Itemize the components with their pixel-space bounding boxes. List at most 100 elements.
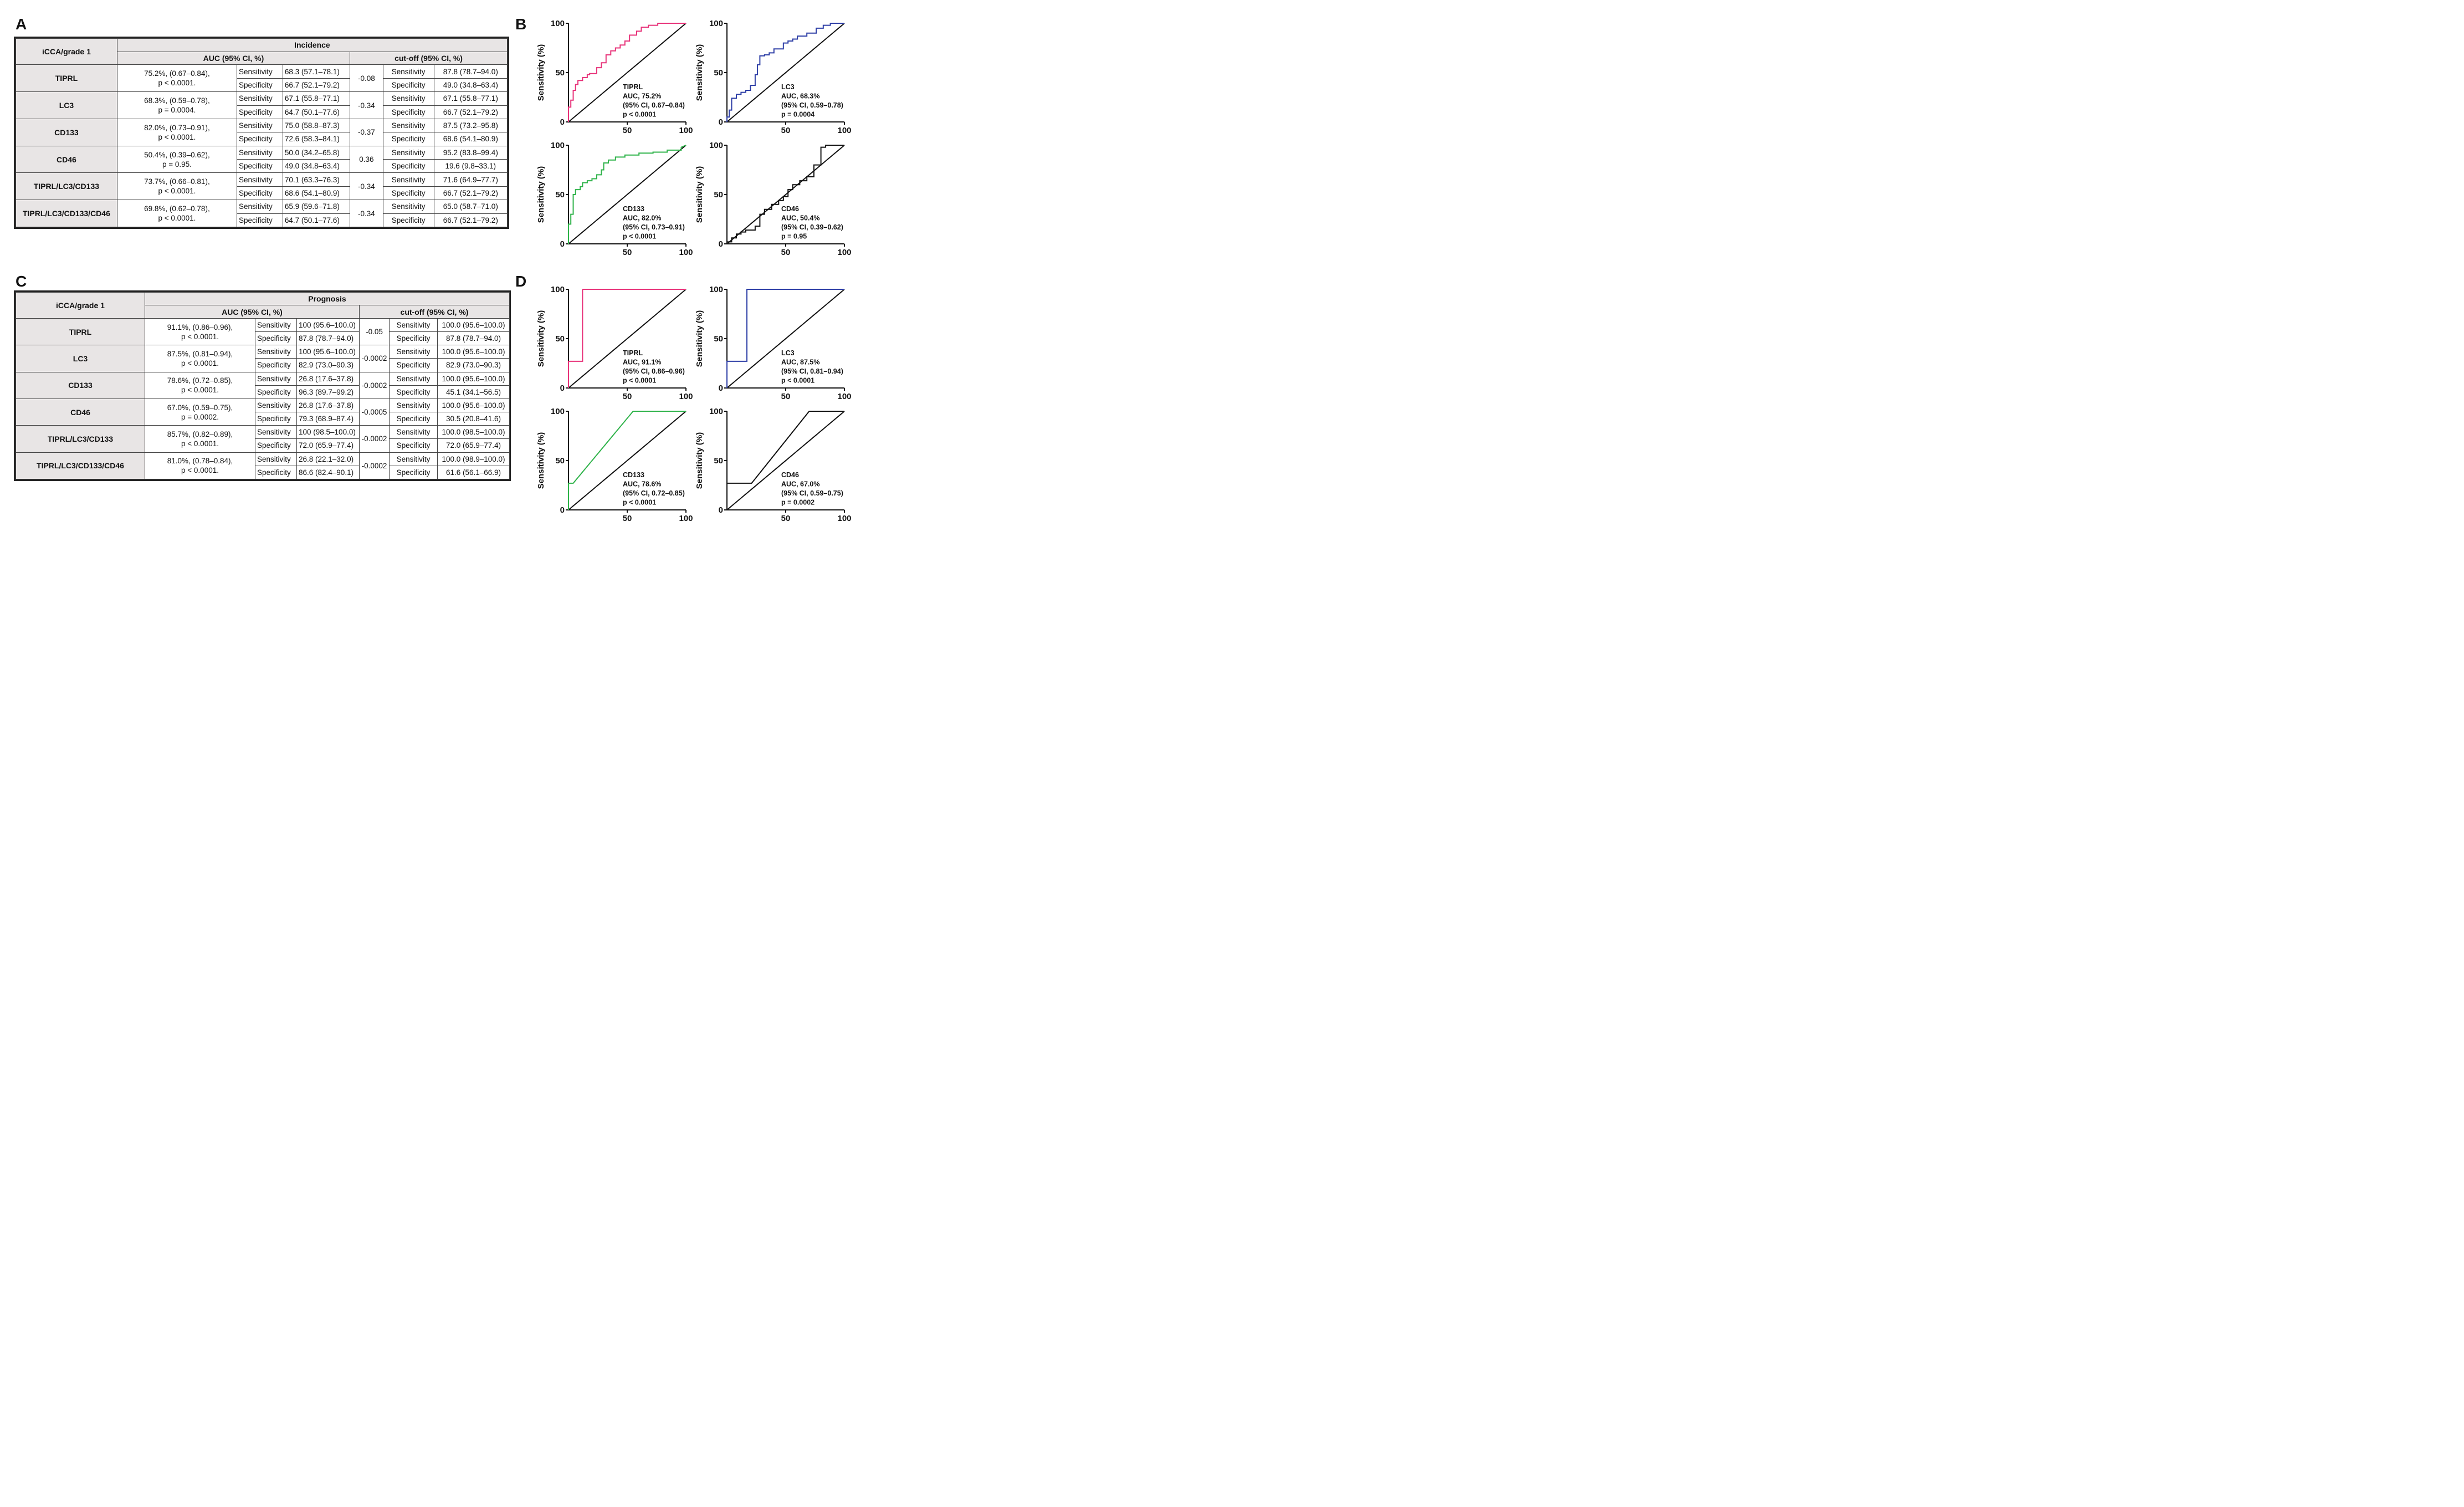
reference-diagonal	[568, 289, 687, 389]
p-value: p < 0.0001.	[181, 386, 219, 395]
cutoff-specificity-label: Specificity	[382, 78, 434, 93]
y-tick-label: 100	[709, 407, 723, 416]
panel-label-b: B	[515, 16, 527, 33]
reference-diagonal	[568, 145, 687, 244]
p-value: p = 0.0002.	[181, 412, 219, 421]
cutoff-sensitivity-label: Sensitivity	[382, 64, 434, 79]
sensitivity-label: Sensitivity	[255, 452, 297, 466]
annotation-line: CD133	[623, 471, 644, 479]
specificity-value: 79.3 (68.9–87.4)	[296, 412, 360, 426]
roc-curve	[726, 289, 844, 388]
auc-value: 81.0%, (0.78–0.84),	[167, 457, 233, 466]
cutoff-specificity-value: 30.5 (20.8–41.6)	[437, 412, 510, 426]
auc-value: 75.2%, (0.67–0.84),	[144, 69, 210, 78]
sensitivity-label: Sensitivity	[237, 172, 283, 187]
y-tick-label: 50	[714, 68, 723, 78]
cutoff-value: -0.0005	[359, 398, 390, 426]
table-row: TIPRL/LC3/CD133/CD46 81.0%, (0.78–0.84), p…	[16, 452, 510, 479]
cutoff-specificity-value: 87.8 (78.7–94.0)	[437, 331, 510, 346]
incidence-table: iCCA/grade 1 Incidence AUC (95% CI, %) cut-…	[14, 37, 509, 229]
y-tick-label: 0	[719, 384, 723, 393]
cutoff-sensitivity-value: 67.1 (55.8–77.1)	[433, 91, 508, 106]
table-row: Specificity 49.0 (34.8–63.4) Specificity 19…	[16, 159, 508, 173]
annotation-line: CD46	[781, 205, 799, 213]
sensitivity-label: Sensitivity	[237, 91, 283, 106]
table-row: TIPRL 75.2%, (0.67–0.84), p < 0.0001. Sensi…	[16, 64, 508, 93]
annotation-line: (95% CI, 0.72–0.85)	[623, 489, 685, 497]
table-row: LC3 87.5%, (0.81–0.94), p < 0.0001. Sensiti…	[16, 345, 510, 372]
cutoff-specificity-label: Specificity	[382, 105, 434, 119]
specificity-label: Specificity	[255, 358, 297, 372]
x-tick-label: 50	[623, 392, 632, 401]
sensitivity-value: 70.1 (63.3–76.3)	[282, 172, 351, 187]
sensitivity-value: 100 (95.6–100.0)	[296, 345, 360, 359]
cutoff-value: -0.0002	[359, 371, 390, 399]
x-tick-label: 50	[623, 126, 632, 135]
auc-value: 85.7%, (0.82–0.89),	[167, 430, 233, 438]
specificity-label: Specificity	[255, 331, 297, 346]
cutoff-sensitivity-label: Sensitivity	[389, 425, 438, 440]
specificity-value: 64.7 (50.1–77.6)	[282, 105, 351, 119]
sensitivity-value: 26.8 (22.1–32.0)	[296, 452, 360, 466]
reference-diagonal	[726, 23, 845, 122]
cutoff-sensitivity-label: Sensitivity	[382, 91, 434, 106]
cutoff-value: 0.36	[350, 145, 383, 173]
roc-plot-b-lc3: 0 50 100 50 100 Sensitivity (%) LC3 AUC, 68.3%(…	[695, 19, 851, 135]
auc-cell: 50.4%, (0.39–0.62), p = 0.95.	[116, 145, 238, 173]
specificity-value: 87.8 (78.7–94.0)	[296, 331, 360, 346]
cutoff-sensitivity-value: 100.0 (95.6–100.0)	[437, 345, 510, 359]
corner-header: iCCA/grade 1	[16, 292, 145, 319]
marker-name: CD46	[16, 398, 145, 426]
sensitivity-label: Sensitivity	[237, 145, 283, 160]
table-row: Specificity 82.9 (73.0–90.3) Specificity 82…	[16, 358, 510, 372]
specificity-value: 68.6 (54.1–80.9)	[282, 186, 351, 201]
annotation-line: p < 0.0001	[623, 499, 656, 507]
y-tick-label: 0	[560, 384, 565, 393]
auc-cell: 69.8%, (0.62–0.78), p < 0.0001.	[116, 200, 238, 227]
auc-cell: 67.0%, (0.59–0.75), p = 0.0002.	[145, 398, 255, 426]
cutoff-value: -0.0002	[359, 425, 390, 453]
cutoff-specificity-value: 61.6 (56.1–66.9)	[437, 465, 510, 480]
cutoff-sensitivity-label: Sensitivity	[382, 118, 434, 133]
auc-value: 91.1%, (0.86–0.96),	[167, 323, 233, 331]
y-tick-label: 0	[560, 118, 565, 127]
marker-name: TIPRL/LC3/CD133	[16, 172, 117, 201]
annotation-line: AUC, 75.2%	[623, 93, 661, 100]
prognosis-table: iCCA/grade 1 Prognosis AUC (95% CI, %) cut-…	[14, 290, 511, 481]
group-header: Incidence	[116, 38, 508, 52]
cutoff-sensitivity-label: Sensitivity	[389, 452, 438, 466]
sensitivity-value: 26.8 (17.6–37.8)	[296, 398, 360, 413]
x-tick-label: 50	[623, 514, 632, 523]
sensitivity-value: 50.0 (34.2–65.8)	[282, 145, 351, 160]
annotation-line: AUC, 78.6%	[623, 481, 661, 488]
y-axis-label: Sensitivity (%)	[536, 432, 546, 489]
x-tick-label: 100	[837, 248, 851, 257]
incidence-table-grid: iCCA/grade 1 Incidence AUC (95% CI, %) cut-…	[16, 38, 508, 227]
y-tick-label: 50	[555, 334, 565, 344]
auc-value: 78.6%, (0.72–0.85),	[167, 376, 233, 385]
auc-cell: 85.7%, (0.82–0.89), p < 0.0001.	[145, 425, 255, 453]
auc-cell: 91.1%, (0.86–0.96), p < 0.0001.	[145, 318, 255, 346]
marker-name: CD133	[16, 118, 117, 146]
marker-name: CD46	[16, 145, 117, 173]
specificity-label: Specificity	[237, 132, 283, 146]
cutoff-sensitivity-label: Sensitivity	[389, 345, 438, 359]
auc-header: AUC (95% CI, %)	[145, 305, 360, 319]
y-axis-label: Sensitivity (%)	[695, 166, 704, 223]
cutoff-sensitivity-value: 95.2 (83.8–99.4)	[433, 145, 508, 160]
annotation-line: p < 0.0001	[623, 111, 656, 119]
cutoff-value: -0.0002	[359, 345, 390, 372]
cutoff-specificity-label: Specificity	[389, 412, 438, 426]
annotation-line: (95% CI, 0.67–0.84)	[623, 101, 685, 109]
annotation-line: (95% CI, 0.86–0.96)	[623, 367, 685, 375]
table-row: CD133 78.6%, (0.72–0.85), p < 0.0001. Sensi…	[16, 371, 510, 399]
specificity-label: Specificity	[237, 159, 283, 173]
table-row: TIPRL/LC3/CD133 73.7%, (0.66–0.81), p < 0.…	[16, 172, 508, 201]
cutoff-value: -0.34	[350, 172, 383, 201]
table-row: TIPRL/LC3/CD133/CD46 69.8%, (0.62–0.78), p…	[16, 200, 508, 227]
table-row: Specificity 72.6 (58.3–84.1) Specificity 68…	[16, 132, 508, 146]
marker-name: TIPRL/LC3/CD133/CD46	[16, 200, 117, 227]
marker-name: CD133	[16, 371, 145, 399]
annotation-line: (95% CI, 0.59–0.78)	[781, 101, 843, 109]
cutoff-sensitivity-value: 71.6 (64.9–77.7)	[433, 172, 508, 187]
